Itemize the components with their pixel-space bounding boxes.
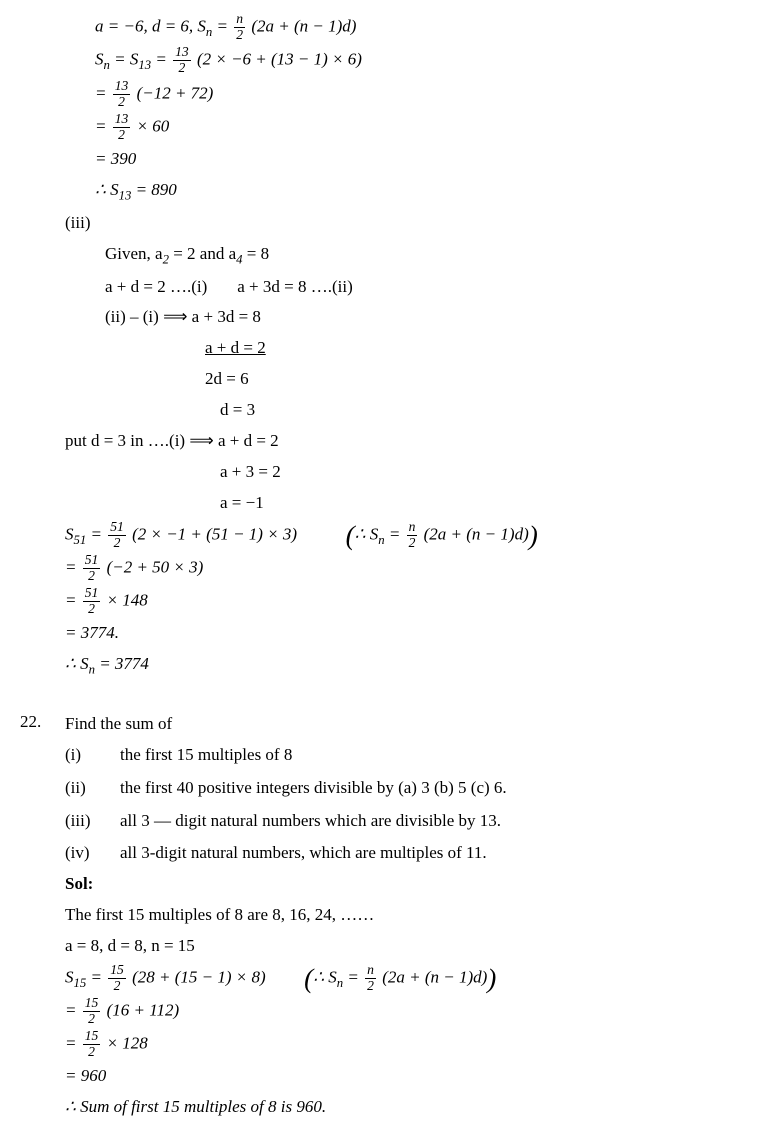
q22-number: 22. (20, 708, 65, 1124)
s15-result: ∴ Sum of first 15 multiples of 8 is 960. (65, 1093, 759, 1122)
q21-number-placeholder (20, 10, 65, 683)
part-iv-num: (iv) (65, 839, 120, 868)
line-s13-step3: = 132 × 60 (65, 112, 759, 143)
line-a-d-sn: a = −6, d = 6, Sn = n2 (2a + (n − 1)d) (65, 12, 759, 43)
part-i-num: (i) (65, 741, 120, 770)
q22-body: Find the sum of (i) the first 15 multipl… (65, 708, 759, 1124)
a-neg1: a = −1 (65, 489, 759, 518)
q22-stem: Find the sum of (65, 710, 759, 739)
line-s13-390: = 390 (65, 145, 759, 174)
line-sn-s13: Sn = S13 = 132 (2 × −6 + (13 − 1) × 6) (65, 45, 759, 76)
part-ii-text: the first 40 positive integers divisible… (120, 774, 759, 803)
s15-line2: = 152 (16 + 112) (65, 996, 759, 1027)
sol-line2: a = 8, d = 8, n = 15 (65, 932, 759, 961)
line-s13-step2: = 132 (−12 + 72) (65, 79, 759, 110)
result-2d: 2d = 6 (65, 365, 759, 394)
subtract-step: (ii) – (i) ⟹ a + 3d = 8 (65, 303, 759, 332)
line-s13-result: ∴ S13 = 890 (65, 176, 759, 207)
sol-line1: The first 15 multiples of 8 are 8, 16, 2… (65, 901, 759, 930)
problem-21-continuation: a = −6, d = 6, Sn = n2 (2a + (n − 1)d) S… (20, 10, 759, 683)
s51-result: ∴ Sn = 3774 (65, 650, 759, 681)
a-plus-3: a + 3 = 2 (65, 458, 759, 487)
s15-line4: = 960 (65, 1062, 759, 1091)
result-d: d = 3 (65, 396, 759, 425)
part-iv-text: all 3-digit natural numbers, which are m… (120, 839, 759, 868)
subtract-underline: a + d = 2 (65, 334, 759, 363)
part-iii-num: (iii) (65, 807, 120, 836)
part-iii-text: all 3 — digit natural numbers which are … (120, 807, 759, 836)
s15-line1: S15 = 152 (28 + (15 − 1) × 8) (∴ Sn = n2… (65, 963, 759, 994)
q22-subparts: (i) the first 15 multiples of 8 (ii) the… (65, 741, 759, 869)
sol-label: Sol: (65, 870, 759, 899)
part-i-text: the first 15 multiples of 8 (120, 741, 759, 770)
given-line: Given, a2 = 2 and a4 = 8 (65, 240, 759, 271)
s51-line3: = 512 × 148 (65, 586, 759, 617)
eq-i-ii: a + d = 2 ….(i)a + 3d = 8 ….(ii) (65, 273, 759, 302)
part-ii-num: (ii) (65, 774, 120, 803)
s51-line4: = 3774. (65, 619, 759, 648)
s51-line2: = 512 (−2 + 50 × 3) (65, 553, 759, 584)
put-d-line: put d = 3 in ….(i) ⟹ a + d = 2 (65, 427, 759, 456)
part-iii-label: (iii) (65, 209, 759, 238)
problem-22: 22. Find the sum of (i) the first 15 mul… (20, 708, 759, 1124)
s51-line1: S51 = 512 (2 × −1 + (51 − 1) × 3) (∴ Sn … (65, 520, 759, 551)
s15-line3: = 152 × 128 (65, 1029, 759, 1060)
q21-body: a = −6, d = 6, Sn = n2 (2a + (n − 1)d) S… (65, 10, 759, 683)
